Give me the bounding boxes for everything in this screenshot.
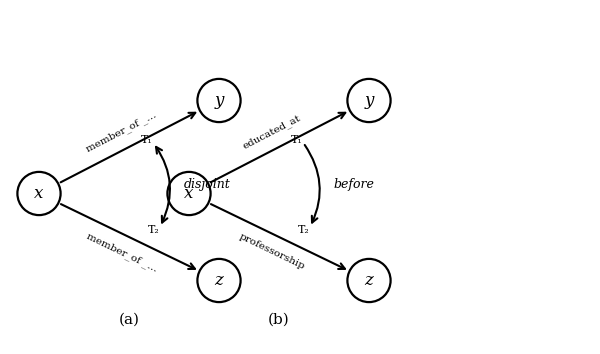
Text: z: z [215, 272, 223, 289]
Text: x: x [184, 185, 194, 202]
Text: x: x [34, 185, 44, 202]
Text: T₂: T₂ [298, 225, 310, 235]
Text: member_of _…: member_of _… [85, 110, 158, 154]
Text: (a): (a) [119, 313, 139, 327]
Text: member_of _…: member_of _… [85, 231, 159, 273]
Text: disjoint: disjoint [184, 178, 230, 192]
Text: (b): (b) [268, 313, 290, 327]
Text: T₂: T₂ [148, 225, 160, 235]
Text: educated_at: educated_at [241, 113, 302, 151]
Text: before: before [334, 178, 374, 192]
Text: y: y [214, 92, 224, 109]
Text: professorship: professorship [238, 232, 306, 272]
Text: z: z [365, 272, 373, 289]
Text: T₁: T₁ [291, 135, 303, 145]
Text: y: y [364, 92, 374, 109]
Text: T₁: T₁ [141, 135, 153, 145]
